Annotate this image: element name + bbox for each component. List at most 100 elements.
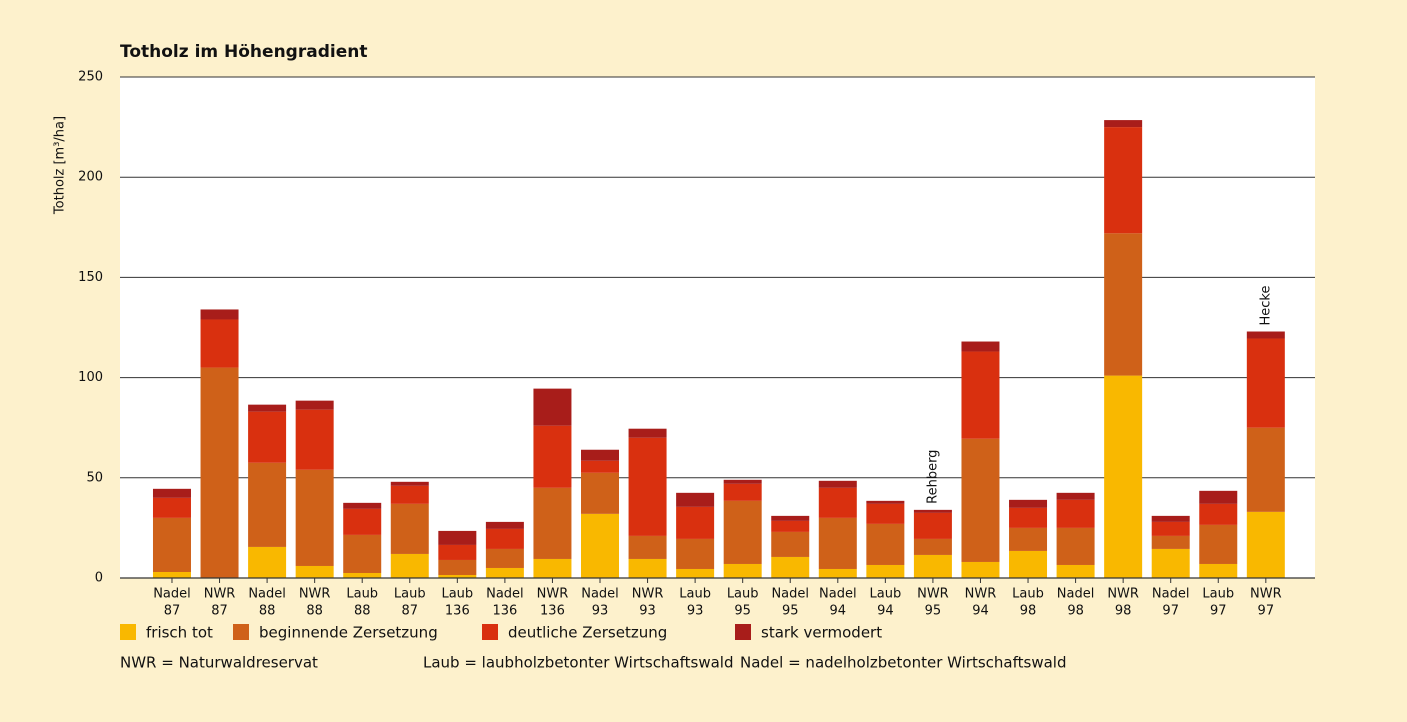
bar-segment: [390, 553, 429, 578]
x-tick-label: 136: [492, 604, 517, 619]
bar-segment: [1056, 499, 1095, 528]
x-tick-label: Nadel: [819, 587, 857, 602]
x-tick-label: Laub: [870, 587, 902, 602]
bar-segment: [628, 428, 667, 438]
bar-segment: [1199, 490, 1238, 504]
x-tick-label: 97: [1162, 604, 1179, 619]
bar-segment: [1009, 507, 1048, 528]
bar-segment: [581, 449, 620, 461]
bar-segment: [295, 565, 334, 578]
x-tick-label: Laub: [1202, 587, 1234, 602]
x-tick-label: 98: [1067, 604, 1084, 619]
bar-segment: [485, 548, 524, 568]
bar-segment: [390, 503, 429, 554]
bar-segment: [1246, 331, 1285, 339]
bar-segment: [723, 483, 762, 501]
y-tick-label: 0: [95, 571, 103, 586]
bar-segment: [248, 404, 287, 412]
bar-segment: [581, 460, 620, 473]
x-tick-label: 95: [782, 604, 799, 619]
bar-segment: [485, 521, 524, 529]
bar-segment: [581, 513, 620, 578]
bar-segment: [771, 531, 810, 557]
x-tick-label: Nadel: [1057, 587, 1095, 602]
note: Nadel = nadelholzbetonter Wirtschaftswal…: [740, 654, 1066, 672]
bar-segment: [818, 480, 857, 488]
bar-segment: [343, 508, 382, 535]
bar-segment: [676, 492, 715, 507]
bar-segment: [961, 351, 1000, 439]
y-axis-label: Totholz [m³/ha]: [53, 116, 68, 215]
bar-segment: [343, 534, 382, 573]
annotation: Rehberg: [925, 450, 940, 504]
bar-segment: [200, 367, 239, 578]
annotation: Hecke: [1258, 286, 1273, 326]
legend-label: frisch tot: [146, 624, 213, 642]
x-tick-label: 95: [734, 604, 751, 619]
bar-segment: [1199, 524, 1238, 564]
x-tick-label: 136: [540, 604, 565, 619]
bar-segment: [1104, 120, 1143, 128]
bar-segment: [1246, 338, 1285, 428]
bar-segment: [866, 503, 905, 524]
legend-label: stark vermodert: [761, 624, 882, 642]
bar-segment: [1104, 127, 1143, 234]
bar-segment: [771, 520, 810, 532]
x-tick-label: Nadel: [248, 587, 286, 602]
x-tick-label: 88: [259, 604, 276, 619]
bar-segment: [1009, 499, 1048, 508]
x-tick-label: 93: [687, 604, 704, 619]
bar-segment: [438, 574, 477, 578]
bar-segment: [771, 556, 810, 578]
legend-swatch: [120, 624, 136, 640]
bar-segment: [248, 546, 287, 578]
bar-segment: [248, 462, 287, 547]
bar-segment: [152, 488, 191, 498]
bar-segment: [152, 517, 191, 572]
bar-segment: [771, 515, 810, 521]
bar-segment: [533, 487, 572, 559]
x-tick-label: 98: [1020, 604, 1037, 619]
bar-segment: [866, 500, 905, 504]
note: Laub = laubholzbetonter Wirtschaftswald: [423, 654, 734, 672]
y-tick-label: 200: [78, 170, 103, 185]
legend-swatch: [233, 624, 249, 640]
x-tick-label: 95: [925, 604, 942, 619]
x-tick-label: 93: [592, 604, 609, 619]
bar-segment: [485, 528, 524, 549]
legend-swatch: [482, 624, 498, 640]
x-tick-label: Nadel: [771, 587, 809, 602]
x-tick-label: Laub: [346, 587, 378, 602]
x-tick-label: 87: [164, 604, 181, 619]
x-tick-label: NWR: [632, 587, 664, 602]
x-tick-label: Laub: [679, 587, 711, 602]
bar-segment: [295, 469, 334, 566]
x-tick-label: Laub: [727, 587, 759, 602]
bar-segment: [152, 497, 191, 518]
bar-segment: [723, 500, 762, 564]
bar-segment: [913, 512, 952, 539]
x-tick-label: 88: [306, 604, 323, 619]
bar-segment: [913, 554, 952, 578]
x-tick-label: NWR: [1107, 587, 1139, 602]
x-tick-label: 87: [401, 604, 418, 619]
x-tick-label: 97: [1210, 604, 1227, 619]
bar-segment: [961, 561, 1000, 578]
x-tick-label: Laub: [394, 587, 426, 602]
bar-segment: [295, 400, 334, 410]
bar-segment: [152, 571, 191, 578]
bar-segment: [1246, 427, 1285, 512]
x-tick-label: Nadel: [486, 587, 524, 602]
bar-segment: [818, 517, 857, 569]
x-tick-label: NWR: [204, 587, 236, 602]
x-tick-label: 88: [354, 604, 371, 619]
bar-segment: [628, 558, 667, 578]
x-tick-label: Nadel: [1152, 587, 1190, 602]
chart-title: Totholz im Höhengradient: [120, 42, 367, 62]
x-tick-label: Laub: [441, 587, 473, 602]
bar-segment: [295, 409, 334, 470]
bar-segment: [1199, 503, 1238, 525]
bar-segment: [438, 544, 477, 560]
x-tick-label: 98: [1115, 604, 1132, 619]
bar-segment: [1056, 564, 1095, 578]
